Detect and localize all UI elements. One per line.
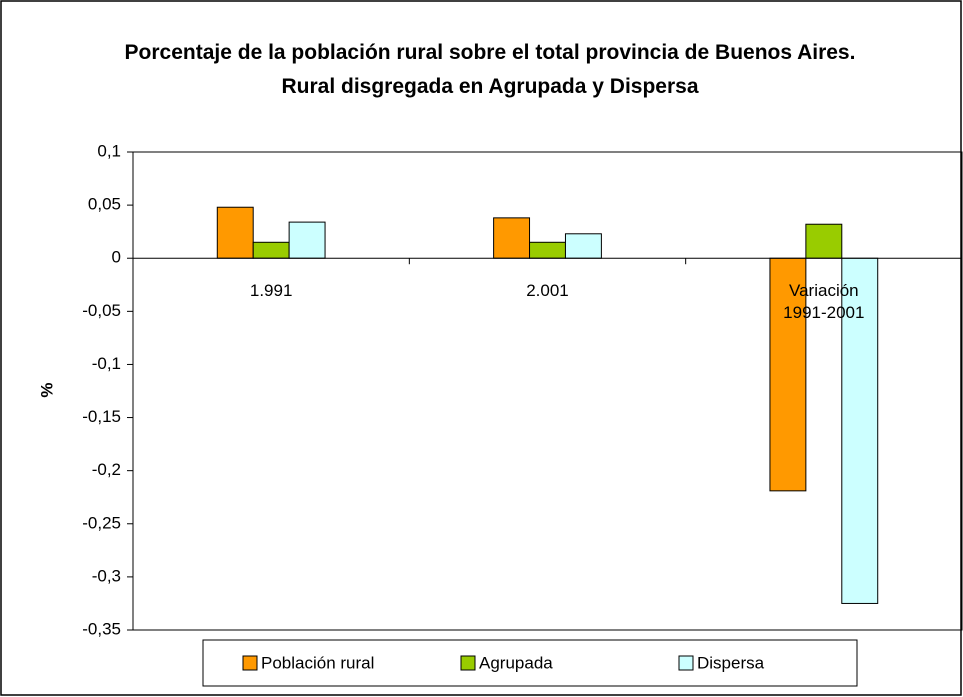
y-tick-label: -0,1 [92,354,121,373]
bar [529,241,566,259]
y-tick-label: 0,1 [97,141,121,160]
y-tick-label: -0,35 [82,619,121,638]
bar [216,206,254,259]
x-tick-label: Variación 1991-2001 [783,281,865,323]
x-tick-label: 1.991 [249,281,293,301]
legend-swatch [678,655,694,671]
legend-swatch [460,655,476,671]
legend-label: Población rural [261,653,374,672]
bar [493,217,531,259]
chart-title: Porcentaje de la población rural sobre e… [124,41,856,98]
y-tick-label: 0,05 [88,195,121,214]
legend-label: Agrupada [479,653,553,672]
bar [805,223,843,259]
legend-box [202,639,858,687]
y-tick-label: -0,15 [82,407,121,426]
y-axis-label: % [37,382,56,397]
y-tick-label: -0,05 [82,301,121,320]
bar [564,233,602,259]
plot-area [132,151,963,631]
x-tick-label: 2.001 [526,281,569,301]
y-tick-label: -0,3 [92,566,121,585]
y-tick-label: -0,25 [82,513,121,532]
y-tick-label: 0 [112,248,121,267]
y-tick-label: -0,2 [92,460,121,479]
legend-swatch [242,655,258,671]
legend-label: Dispersa [697,653,765,672]
bar [288,221,326,259]
bar [252,241,290,259]
bar [841,257,879,604]
bar [769,257,807,492]
